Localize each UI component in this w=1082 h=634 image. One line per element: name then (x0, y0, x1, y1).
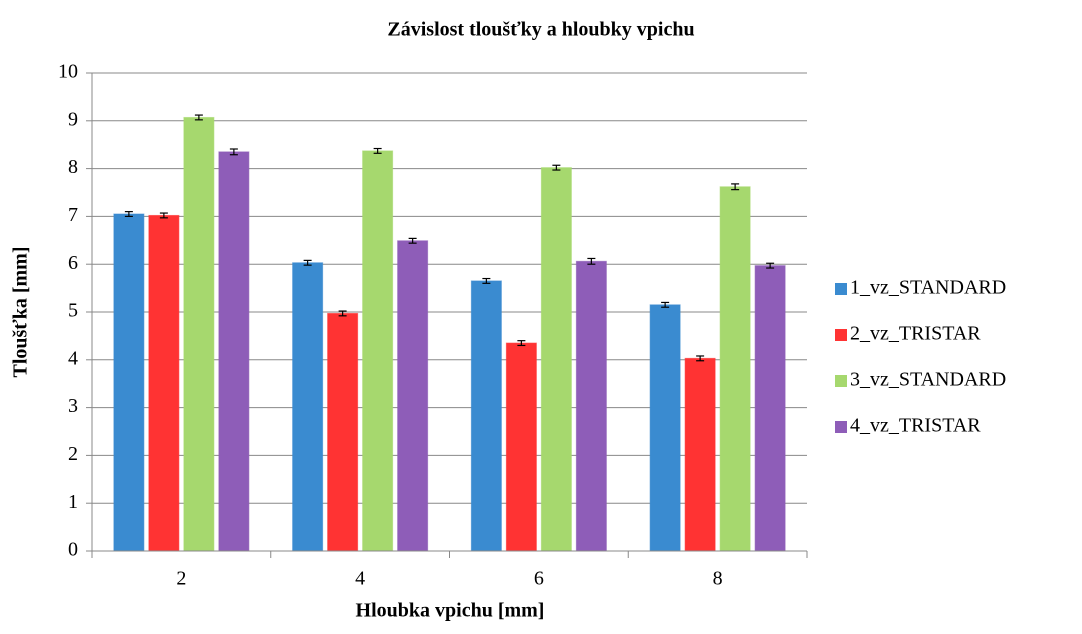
y-axis-label: Tloušťka [mm] (10, 247, 32, 378)
legend-label: 2_vz_TRISTAR (850, 323, 981, 345)
legend-swatch (835, 283, 847, 295)
bar (218, 151, 250, 552)
error-bar (731, 183, 740, 191)
y-tick-label: 2 (68, 443, 78, 465)
y-tick-label: 0 (68, 539, 78, 561)
x-axis-label: Hloubka vpichu [mm] (356, 600, 545, 622)
legend-swatch (835, 329, 847, 341)
bar (719, 186, 751, 552)
y-tick-label: 5 (68, 300, 78, 322)
legend-swatch (835, 421, 847, 433)
y-tick-label: 7 (68, 204, 78, 226)
legend-label: 1_vz_STANDARD (850, 277, 1006, 299)
error-bar (303, 259, 312, 266)
chart-title: Závislost tloušťky a hloubky vpichu (387, 19, 694, 41)
bar (754, 265, 786, 552)
error-bar (517, 340, 526, 347)
y-tick-label: 6 (68, 252, 78, 274)
error-bar (373, 147, 382, 154)
error-bar (661, 301, 670, 308)
x-tick-label: 4 (355, 568, 365, 590)
y-tick-label: 8 (68, 156, 78, 178)
y-tick-label: 4 (68, 347, 78, 369)
error-bar (766, 262, 775, 269)
x-tick-label: 6 (534, 568, 544, 590)
bar (292, 262, 324, 552)
bar (505, 342, 537, 552)
bar (362, 150, 394, 552)
error-bar (124, 211, 133, 217)
bar (540, 167, 572, 552)
legend-label: 4_vz_TRISTAR (850, 415, 981, 437)
error-bar (159, 212, 168, 219)
bar (575, 260, 607, 552)
bar (113, 213, 145, 552)
y-tick-label: 10 (58, 61, 78, 83)
legend-swatch (835, 375, 847, 387)
bar (649, 304, 681, 552)
bar (183, 116, 215, 552)
error-bar (587, 257, 596, 265)
x-tick-label: 8 (713, 568, 723, 590)
bar (327, 312, 359, 552)
error-bar (408, 237, 417, 244)
error-bar (229, 148, 238, 156)
error-bar (696, 355, 705, 362)
bar (397, 240, 429, 552)
bar (684, 357, 716, 552)
x-tick-label: 2 (176, 568, 186, 590)
y-tick-label: 9 (68, 108, 78, 130)
y-tick-label: 3 (68, 395, 78, 417)
bar (470, 280, 502, 552)
y-tick-label: 1 (68, 491, 78, 513)
error-bar (338, 310, 347, 317)
legend-label: 3_vz_STANDARD (850, 369, 1006, 391)
error-bar (552, 164, 561, 171)
error-bar (194, 114, 203, 121)
bar (148, 214, 180, 552)
error-bar (482, 277, 491, 284)
